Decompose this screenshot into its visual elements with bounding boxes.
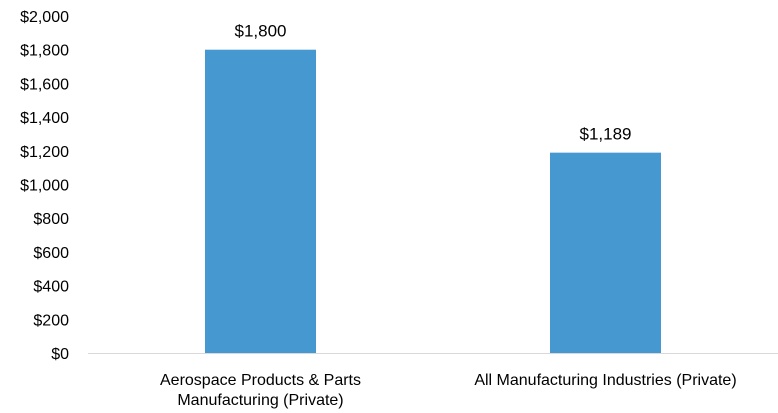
y-tick-label: $400 bbox=[33, 279, 69, 296]
x-category-label: Manufacturing (Private) bbox=[177, 392, 343, 409]
bars bbox=[205, 49, 661, 353]
y-tick-label: $1,400 bbox=[20, 110, 69, 127]
y-tick-label: $0 bbox=[51, 346, 69, 363]
y-tick-label: $800 bbox=[33, 211, 69, 228]
data-label: $1,800 bbox=[235, 22, 287, 41]
y-tick-label: $1,800 bbox=[20, 43, 69, 60]
y-tick-label: $1,200 bbox=[20, 144, 69, 161]
y-tick-label: $1,600 bbox=[20, 76, 69, 93]
data-labels: $1,800 $1,189 bbox=[235, 22, 632, 144]
y-tick-label: $2,000 bbox=[20, 9, 69, 26]
x-category-label: Aerospace Products & Parts bbox=[160, 372, 361, 389]
x-category-label: All Manufacturing Industries (Private) bbox=[474, 372, 736, 389]
y-tick-label: $200 bbox=[33, 312, 69, 329]
bar bbox=[550, 152, 661, 353]
x-axis: Aerospace Products & Parts Manufacturing … bbox=[88, 353, 778, 409]
bar bbox=[205, 49, 316, 353]
y-tick-label: $600 bbox=[33, 245, 69, 262]
data-label: $1,189 bbox=[580, 125, 632, 144]
y-tick-label: $1,000 bbox=[20, 178, 69, 195]
y-axis: $0 $200 $400 $600 $800 $1,000 $1,200 $1,400 $1,6… bbox=[20, 9, 69, 363]
